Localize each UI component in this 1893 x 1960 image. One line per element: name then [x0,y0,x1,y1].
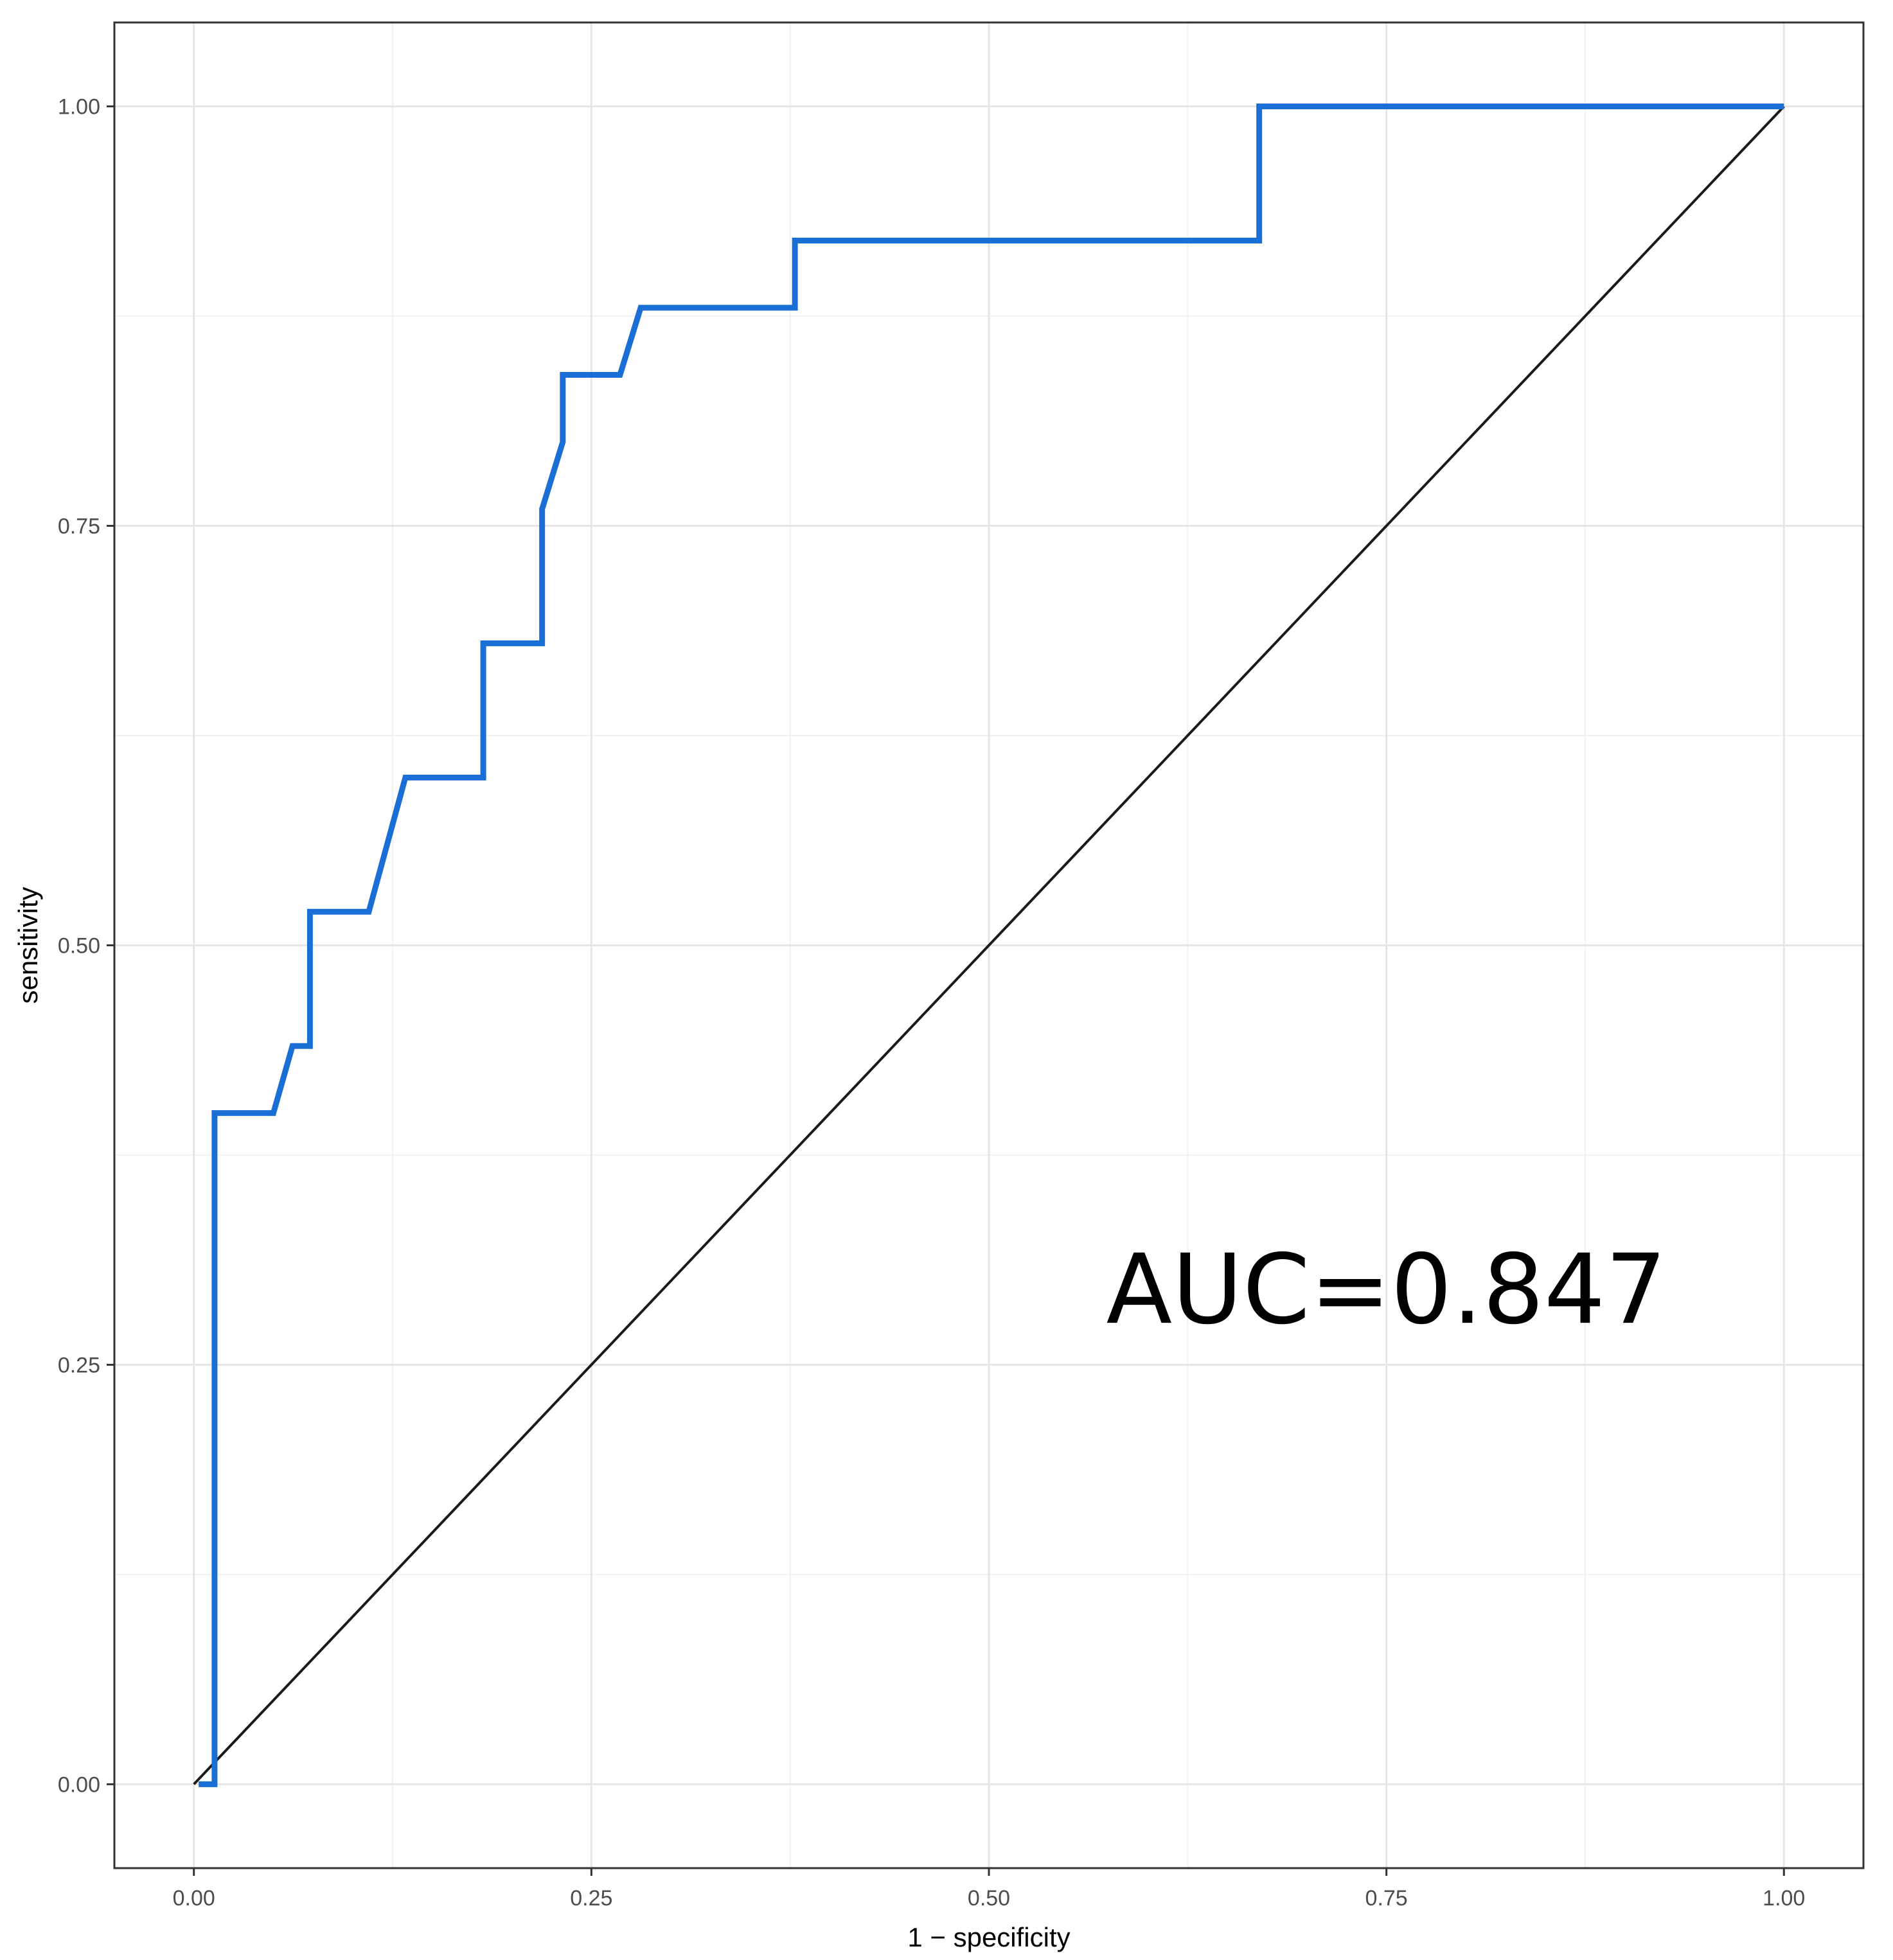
reference-diagonal-line [193,105,1785,1785]
y-axis-title: sensitivity [13,887,43,1003]
y-axis-ticks: 0.00 0.25 0.50 0.75 1.00 [58,95,114,1797]
grid-major [114,22,1863,1868]
series-layer [193,103,1785,1787]
x-axis-title: 1 − specificity [907,1922,1070,1952]
x-tick-label: 0.25 [570,1886,612,1911]
x-tick-label: 0.50 [968,1886,1010,1911]
y-tick-label: 1.00 [58,95,100,119]
y-tick-label: 0.75 [58,515,100,539]
y-tick-label: 0.00 [58,1772,100,1797]
auc-annotation: AUC=0.847 [1106,1234,1667,1346]
x-tick-label: 1.00 [1763,1886,1805,1911]
roc-curve-line [199,103,1784,1787]
y-tick-label: 0.25 [58,1353,100,1377]
x-axis-ticks: 0.00 0.25 0.50 0.75 1.00 [173,1868,1805,1911]
y-tick-label: 0.50 [58,934,100,958]
x-tick-label: 0.75 [1365,1886,1408,1911]
x-tick-label: 0.00 [173,1886,215,1911]
